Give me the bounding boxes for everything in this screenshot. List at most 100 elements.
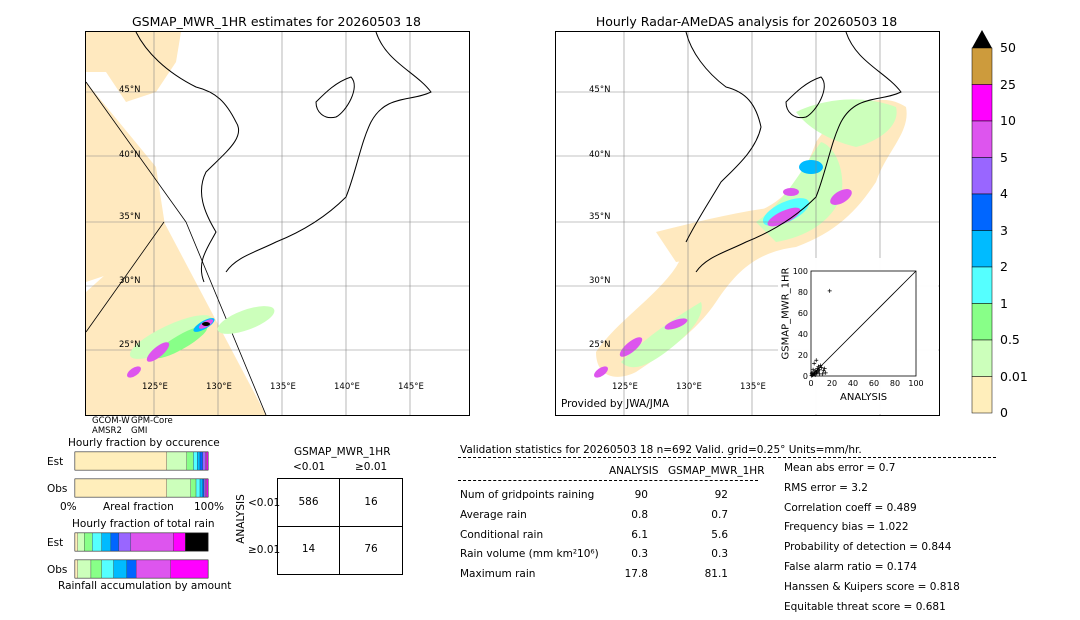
scatter-point xyxy=(817,367,822,372)
scatter-diagonal xyxy=(810,270,917,377)
colorbar-extend-arrow xyxy=(972,30,992,48)
stat-label: Rain volume (mm km²10⁶) xyxy=(460,548,599,560)
lat-label: 30°N xyxy=(589,276,611,286)
validation-header: Validation statistics for 20260503 18 n=… xyxy=(460,444,862,456)
scatter-xlabel: ANALYSIS xyxy=(840,392,888,403)
lon-label: 130°E xyxy=(206,382,232,392)
lat-label: 35°N xyxy=(589,212,611,222)
scatter-inset: 0 0 20 20 40 40 60 60 80 80 100 100 ANALYSIS GSMAP_… xyxy=(778,258,938,414)
contingency-table: 586 16 14 76 xyxy=(277,478,403,575)
bar-segment xyxy=(170,559,209,579)
contingency-row-label: <0.01 xyxy=(248,497,281,509)
contingency-cell: 16 xyxy=(364,496,378,508)
bar-segment xyxy=(166,451,187,471)
scatter-point xyxy=(809,371,814,376)
lat-label: 25°N xyxy=(589,340,611,350)
swath-area-south xyxy=(86,222,266,415)
bar-segment xyxy=(203,478,206,498)
contingency-cell: 586 xyxy=(298,496,319,508)
scatter-ytick: 60 xyxy=(798,309,808,318)
scatter-xtick: 80 xyxy=(890,379,900,388)
scatter-xtick: 20 xyxy=(827,379,837,388)
score: Hanssen & Kuipers score = 0.818 xyxy=(784,580,960,593)
colorbar-tick-label: 10 xyxy=(1000,113,1016,128)
contingency-row-label: ≥0.01 xyxy=(248,544,281,556)
stat-analysis: 0.8 xyxy=(631,509,648,521)
colorbar-segment xyxy=(971,84,993,122)
scatter-xtick: 0 xyxy=(808,379,813,388)
stat-gsmap: 81.1 xyxy=(704,568,728,580)
scatter-xtick: 40 xyxy=(848,379,858,388)
score: False alarm ratio = 0.174 xyxy=(784,560,917,573)
colorbar-segment xyxy=(971,303,993,341)
divider xyxy=(458,457,996,458)
bar-segment xyxy=(199,478,203,498)
scatter-point xyxy=(811,367,816,372)
lon-label: 145°E xyxy=(398,382,424,392)
bar-segment xyxy=(199,451,203,471)
colorbar-segment xyxy=(971,376,993,414)
scatter-point xyxy=(823,370,828,375)
stat-analysis: 17.8 xyxy=(624,568,648,580)
rain-coverage xyxy=(594,99,907,378)
bar-segment xyxy=(202,451,206,471)
fraction-total-footer: Rainfall accumulation by amount xyxy=(58,580,232,592)
colorbar-segment xyxy=(971,230,993,268)
right-map-title: Hourly Radar-AMeDAS analysis for 2026050… xyxy=(595,14,898,29)
lat-label: 45°N xyxy=(119,85,141,95)
scatter-point xyxy=(822,366,827,371)
divider xyxy=(458,480,758,481)
bar-segment xyxy=(185,532,209,552)
stat-label: Average rain xyxy=(460,509,527,521)
row-label: Est xyxy=(47,456,64,468)
bar-segment xyxy=(186,451,194,471)
scatter-point xyxy=(815,369,820,374)
stat-analysis: 6.1 xyxy=(631,529,648,541)
colorbar-tick-label: 5 xyxy=(1000,149,1008,165)
row-label: Obs xyxy=(47,564,68,576)
bar-segment xyxy=(92,532,102,552)
colorbar-segment xyxy=(971,193,993,231)
col-header-analysis: ANALYSIS xyxy=(609,465,659,477)
bar-segment xyxy=(206,478,209,498)
scatter-point xyxy=(819,365,824,370)
coastline xyxy=(135,32,432,283)
colorbar-tick-label: 25 xyxy=(1000,76,1016,92)
sensor-label: GCOM-W AMSR2 xyxy=(92,416,130,436)
colorbar xyxy=(970,28,994,416)
lat-label: 40°N xyxy=(119,150,141,160)
right-map: 45°N 40°N 35°N 30°N 25°N 125°E 130°E 135… xyxy=(555,31,940,416)
sensor-label: GPM-Core GMI xyxy=(131,416,173,436)
scatter-ytick: 20 xyxy=(798,351,808,360)
scatter-ylabel: GSMAP_MWR_1HR xyxy=(780,267,792,360)
contingency-col-label: <0.01 xyxy=(293,461,326,473)
map-grid xyxy=(86,32,469,415)
bar-segment xyxy=(77,559,92,579)
fraction-occurrence-title: Hourly fraction by occurence xyxy=(68,437,220,449)
colorbar-canvas xyxy=(971,30,993,414)
bar-segment xyxy=(195,478,201,498)
bar-segment xyxy=(90,559,102,579)
score: Frequency bias = 1.022 xyxy=(784,521,909,534)
stat-gsmap: 92 xyxy=(714,489,728,501)
left-map: 45°N 40°N 35°N 30°N 25°N 125°E 130°E 135… xyxy=(85,31,470,416)
bar-segment xyxy=(166,478,191,498)
col-header-gsmap: GSMAP_MWR_1HR xyxy=(668,465,765,477)
scatter-point xyxy=(812,361,817,366)
bar-segment xyxy=(101,559,114,579)
lon-label: 130°E xyxy=(676,382,702,392)
score-list: Mean abs error = 0.7 RMS error = 3.2 Cor… xyxy=(784,462,960,620)
score: Equitable threat score = 0.681 xyxy=(784,600,946,613)
right-map-canvas xyxy=(556,32,939,415)
swath-area-north xyxy=(86,32,181,102)
contingency-col-label: ≥0.01 xyxy=(355,461,388,473)
lon-label: 135°E xyxy=(270,382,296,392)
colorbar-tick-label: 4 xyxy=(1000,186,1008,201)
stat-gsmap: 0.7 xyxy=(711,509,728,521)
colorbar-segment xyxy=(971,339,993,377)
lon-label: 125°E xyxy=(612,382,638,392)
bar-segment xyxy=(84,532,93,552)
score: RMS error = 3.2 xyxy=(784,481,868,494)
score: Mean abs error = 0.7 xyxy=(784,462,896,474)
colorbar-tick-label: 2 xyxy=(1000,259,1008,274)
